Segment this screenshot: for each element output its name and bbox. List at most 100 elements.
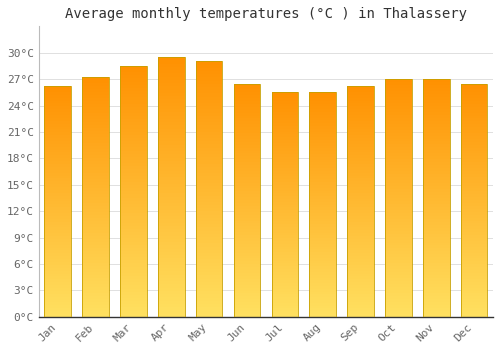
Bar (44, 109, 71, 112)
Bar (348, 138, 374, 141)
Bar (385, 314, 411, 317)
Bar (158, 119, 184, 122)
Bar (120, 88, 146, 91)
Bar (44, 259, 71, 262)
Bar (196, 77, 222, 80)
Bar (423, 115, 450, 118)
Bar (234, 212, 260, 215)
Bar (44, 118, 71, 121)
Bar (461, 267, 487, 270)
Bar (385, 251, 411, 254)
Bar (44, 285, 71, 288)
Bar (120, 100, 146, 104)
Bar (196, 135, 222, 138)
Bar (196, 279, 222, 282)
Bar (385, 204, 411, 207)
Bar (234, 156, 260, 159)
Bar (272, 261, 298, 264)
Bar (196, 310, 222, 314)
Bar (461, 104, 487, 107)
Bar (310, 106, 336, 109)
Bar (44, 178, 71, 181)
Bar (423, 281, 450, 284)
Bar (310, 252, 336, 255)
Bar (385, 195, 411, 198)
Bar (385, 162, 411, 165)
Bar (423, 311, 450, 314)
Bar (423, 219, 450, 222)
Bar (234, 84, 260, 86)
Bar (461, 305, 487, 308)
Bar (82, 269, 109, 272)
Bar (348, 164, 374, 167)
Bar (310, 247, 336, 250)
Bar (423, 106, 450, 109)
Bar (385, 207, 411, 210)
Bar (120, 169, 146, 173)
Bar (348, 279, 374, 282)
Bar (158, 171, 184, 174)
Bar (120, 75, 146, 78)
Bar (423, 231, 450, 233)
Bar (44, 158, 71, 161)
Bar (158, 57, 184, 60)
Bar (385, 97, 411, 100)
Bar (310, 227, 336, 230)
Bar (82, 110, 109, 113)
Bar (120, 257, 146, 260)
Bar (44, 239, 71, 242)
Bar (234, 215, 260, 218)
Bar (44, 104, 71, 106)
Bar (310, 193, 336, 196)
Bar (82, 191, 109, 194)
Bar (120, 166, 146, 169)
Bar (461, 299, 487, 302)
Bar (120, 289, 146, 292)
Bar (234, 273, 260, 276)
Bar (272, 213, 298, 216)
Bar (44, 296, 71, 300)
Bar (385, 296, 411, 299)
Bar (82, 119, 109, 122)
Bar (44, 153, 71, 155)
Bar (82, 86, 109, 89)
Bar (385, 85, 411, 88)
Bar (272, 118, 298, 120)
Bar (272, 171, 298, 174)
Bar (44, 222, 71, 225)
Bar (461, 156, 487, 159)
Bar (423, 275, 450, 278)
Bar (348, 271, 374, 274)
Bar (234, 232, 260, 235)
Bar (234, 92, 260, 95)
Bar (158, 135, 184, 138)
Bar (82, 239, 109, 242)
Bar (461, 154, 487, 156)
Bar (423, 79, 450, 82)
Bar (423, 85, 450, 88)
Bar (234, 165, 260, 168)
Bar (120, 85, 146, 88)
Bar (423, 180, 450, 183)
Bar (44, 279, 71, 282)
Bar (44, 130, 71, 132)
Bar (310, 266, 336, 269)
Bar (234, 139, 260, 142)
Bar (120, 232, 146, 235)
Bar (461, 238, 487, 241)
Bar (44, 95, 71, 98)
Bar (461, 220, 487, 224)
Bar (158, 181, 184, 184)
Bar (272, 143, 298, 146)
Bar (461, 290, 487, 293)
Bar (196, 205, 222, 208)
Bar (120, 213, 146, 216)
Bar (423, 139, 450, 141)
Bar (158, 103, 184, 106)
Bar (348, 225, 374, 228)
Bar (196, 163, 222, 167)
Bar (82, 221, 109, 224)
Bar (461, 232, 487, 235)
Bar (310, 120, 336, 123)
Bar (44, 314, 71, 317)
